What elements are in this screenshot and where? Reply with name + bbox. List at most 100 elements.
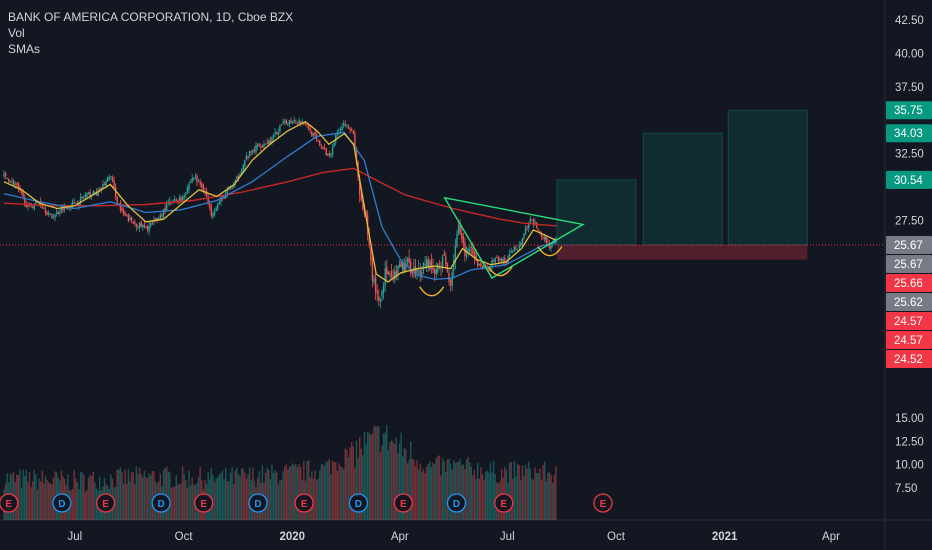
volume-indicator-label[interactable]: Vol (8, 26, 25, 40)
volume-bar (75, 478, 77, 520)
volume-bar (371, 432, 374, 520)
candle-body (191, 178, 193, 182)
volume-bar (339, 466, 342, 520)
candle-body (46, 211, 48, 215)
volume-bar (298, 463, 300, 520)
volume-bar (344, 448, 347, 520)
volume-bar (419, 463, 421, 520)
volume-bar (319, 470, 321, 520)
candle-body (403, 262, 406, 272)
volume-bar (36, 489, 39, 520)
price-tag: 30.54 (886, 170, 932, 189)
volume-bar (384, 432, 386, 520)
volume-bar (481, 474, 484, 520)
volume-bar (220, 473, 222, 520)
volume-bar (28, 471, 31, 520)
candle-body (260, 146, 262, 148)
volume-bar (135, 466, 138, 520)
volume-bar (153, 471, 155, 520)
volume-bar (27, 482, 29, 520)
earnings-marker[interactable]: E (494, 493, 514, 513)
volume-bar (314, 470, 316, 520)
candle-body (433, 268, 436, 274)
volume-bar (327, 461, 329, 520)
candle-body (234, 180, 236, 183)
volume-bar (138, 467, 141, 520)
volume-bar (295, 464, 297, 520)
dividend-marker[interactable]: D (151, 493, 171, 513)
volume-bar (124, 469, 126, 520)
earnings-marker[interactable]: E (393, 493, 413, 513)
volume-bar (465, 459, 468, 520)
earnings-marker[interactable]: E (194, 493, 214, 513)
volume-bar (261, 465, 264, 520)
candle-body (461, 232, 463, 239)
candle-body (193, 177, 195, 180)
candle-body (165, 204, 168, 211)
price-tag-bg (886, 293, 932, 311)
candle-body (129, 217, 131, 221)
price-tag-bg (886, 312, 932, 330)
candle-body (33, 204, 36, 209)
volume-bar (537, 473, 540, 520)
candle-body (459, 223, 461, 234)
volume-bar (350, 442, 353, 520)
volume-bar (303, 461, 305, 520)
earnings-marker[interactable]: E (95, 493, 116, 513)
candle-body (547, 241, 549, 243)
volume-bar (129, 480, 131, 520)
volume-bar (555, 466, 557, 520)
earnings-marker[interactable]: E (294, 493, 314, 513)
candle-body (315, 135, 318, 140)
candle-body (378, 296, 380, 301)
sma-indicator-label[interactable]: SMAs (8, 42, 41, 56)
volume-bar (181, 466, 184, 520)
volume-bar (425, 467, 428, 520)
candle-body (167, 203, 169, 205)
candle-body (226, 190, 228, 195)
event-label: D (58, 499, 65, 510)
price-tag-label: 25.62 (894, 297, 923, 309)
candle-body (395, 270, 398, 277)
candle-body (421, 272, 423, 276)
earnings-marker[interactable]: E (593, 493, 613, 513)
dividend-marker[interactable]: D (248, 493, 268, 513)
chart-legend: BANK OF AMERICA CORPORATION, 1D, Cboe BZ… (8, 9, 293, 57)
dividend-marker[interactable]: D (348, 493, 369, 513)
candle-body (350, 129, 353, 131)
dividend-marker[interactable]: D (446, 493, 467, 513)
candle-body (199, 181, 201, 185)
dividend-marker[interactable]: D (52, 493, 72, 513)
volume-bar (491, 472, 493, 520)
shoulder-arc-1 (419, 286, 445, 297)
candle-body (496, 257, 498, 258)
volume-bar (91, 475, 93, 520)
volume-bar (119, 467, 122, 520)
candle-body (521, 238, 524, 245)
candle-body (218, 201, 221, 205)
candle-body (502, 259, 504, 262)
volume-bar (445, 471, 447, 520)
candle-body (317, 140, 319, 142)
candle-body (430, 259, 433, 268)
candle-body (483, 264, 485, 269)
volume-bar (264, 472, 267, 520)
volume-bar (317, 478, 319, 520)
volume-bar (183, 473, 185, 520)
volume-bar (523, 475, 525, 520)
candle-body (100, 188, 102, 190)
candle-body (478, 264, 480, 266)
candle-body (532, 219, 535, 224)
candle-body (540, 233, 543, 237)
candle-body (32, 207, 34, 208)
price-tag-bg (886, 274, 932, 292)
candle-body (266, 142, 268, 144)
volume-tick-label: 15.00 (895, 413, 924, 425)
candle-body (146, 226, 149, 230)
volume-bar (51, 484, 53, 520)
earnings-marker[interactable]: E (0, 493, 19, 513)
event-label: E (102, 499, 109, 510)
price-tag-label: 35.75 (894, 105, 923, 117)
volume-bar (398, 443, 401, 520)
